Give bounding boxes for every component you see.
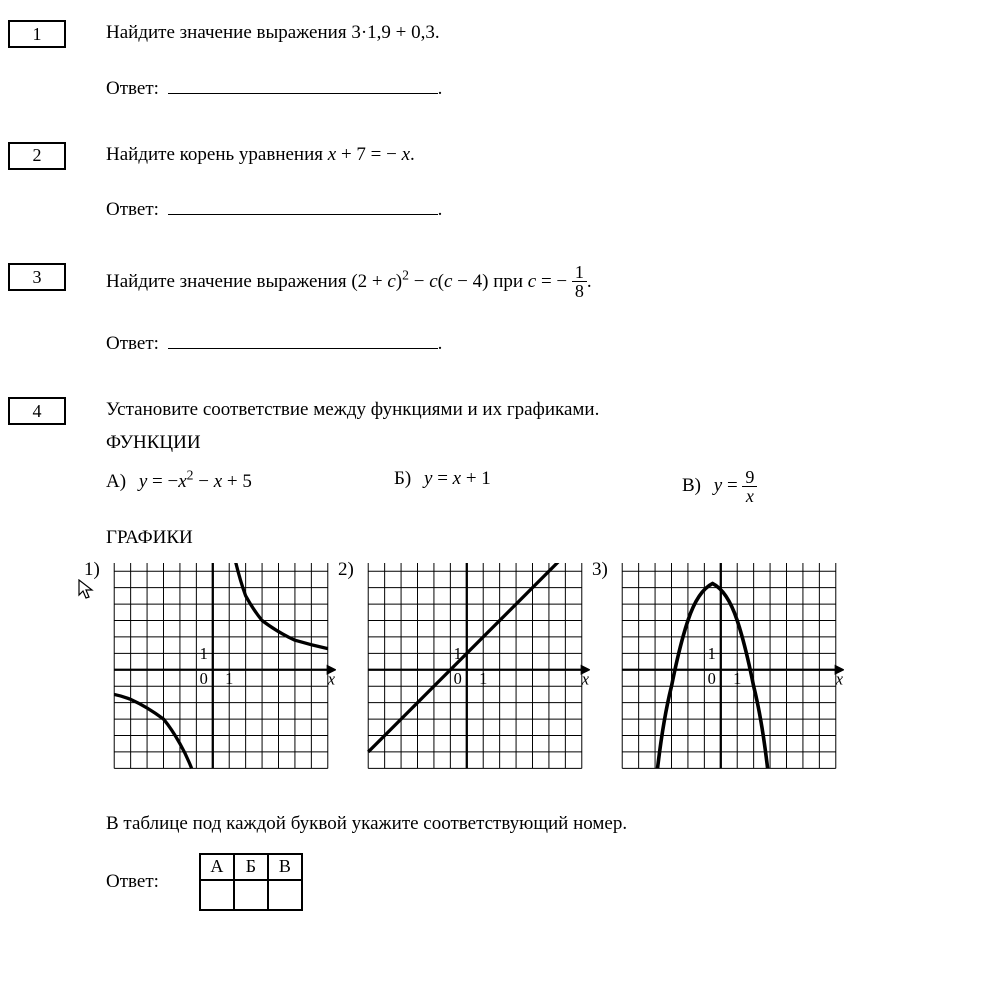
answer-line: Ответ: . <box>106 75 970 100</box>
problem-1: 1 Найдите значение выражения 3·1,9 + 0,3… <box>0 20 1000 124</box>
problem-content: Найдите корень уравнения x + 7 = − x. От… <box>106 142 1000 246</box>
problem-number: 4 <box>33 401 42 422</box>
problem-content: Установите соответствие между функциями … <box>106 397 1000 910</box>
answer-cell-V[interactable] <box>268 880 302 910</box>
table-header-V: В <box>268 854 302 880</box>
problem-number-box: 3 <box>8 263 66 291</box>
answer-label: Ответ: <box>106 871 159 893</box>
graphs-heading: ГРАФИКИ <box>106 527 970 549</box>
answer-blank[interactable] <box>168 196 438 215</box>
prompt: Найдите корень уравнения x + 7 = − x. <box>106 142 970 169</box>
expression: 3·1,9 + 0,3 <box>351 22 435 43</box>
unit-x-label: 1 <box>733 668 741 687</box>
func-label: В) <box>682 475 701 496</box>
at-text: при <box>488 271 527 292</box>
func-label: А) <box>106 471 126 492</box>
grid <box>368 563 582 768</box>
functions-heading: ФУНКЦИИ <box>106 432 970 454</box>
graph-2: 2) 0 1 1 x y <box>360 563 590 793</box>
grid <box>622 563 836 768</box>
problem-number-box: 1 <box>8 20 66 48</box>
problem-3: 3 Найдите значение выражения (2 + c)2 − … <box>0 263 1000 379</box>
cursor-icon <box>78 579 96 601</box>
graph-3: 3) 0 1 1 x y <box>614 563 844 793</box>
unit-x-label: 1 <box>225 668 233 687</box>
graph-1: 1) 0 <box>106 563 336 793</box>
condition: c = − 18 <box>528 271 587 292</box>
func-expr: y = −x2 − x + 5 <box>139 471 252 492</box>
answer-blank[interactable] <box>168 75 438 94</box>
curve-hyperbola <box>114 563 328 768</box>
problem-number: 1 <box>33 24 42 45</box>
table-header-B: Б <box>234 854 268 880</box>
prompt-prefix: Найдите значение выражения <box>106 271 351 292</box>
answer-table: А Б В <box>199 853 303 911</box>
problem-number: 3 <box>33 267 42 288</box>
problem-number-box: 4 <box>8 397 66 425</box>
problem-content: Найдите значение выражения (2 + c)2 − c(… <box>106 263 1000 379</box>
answer-line: Ответ: . <box>106 330 970 355</box>
func-expr: y = x + 1 <box>424 468 491 489</box>
answer-cell-A[interactable] <box>200 880 234 910</box>
problem-number-box: 2 <box>8 142 66 170</box>
table-header-row: А Б В <box>200 854 302 880</box>
prompt-prefix: Найдите корень уравнения <box>106 144 328 165</box>
function-A: А) y = −x2 − x + 5 <box>106 468 394 507</box>
problem-2: 2 Найдите корень уравнения x + 7 = − x. … <box>0 142 1000 246</box>
prompt-suffix: . <box>435 22 440 43</box>
table-header-A: А <box>200 854 234 880</box>
prompt: Найдите значение выражения 3·1,9 + 0,3. <box>106 20 970 47</box>
unit-y-label: 1 <box>454 644 462 663</box>
prompt: Найдите значение выражения (2 + c)2 − c(… <box>106 263 970 302</box>
unit-x-label: 1 <box>479 668 487 687</box>
function-B: Б) y = x + 1 <box>394 468 682 507</box>
graph-3-svg: 0 1 1 x y <box>614 563 844 793</box>
problem-content: Найдите значение выражения 3·1,9 + 0,3. … <box>106 20 1000 124</box>
graph-1-svg: 0 1 1 x y <box>106 563 336 793</box>
answer-label: Ответ: <box>106 199 159 220</box>
answer-label: Ответ: <box>106 333 159 354</box>
unit-y-label: 1 <box>708 644 716 663</box>
answer-label: Ответ: <box>106 78 159 99</box>
prompt-suffix: . <box>410 144 415 165</box>
instruction: В таблице под каждой буквой укажите соот… <box>106 813 970 835</box>
problem-4: 4 Установите соответствие между функциям… <box>0 397 1000 910</box>
prompt: Установите соответствие между функциями … <box>106 397 970 424</box>
x-axis-label: x <box>835 669 844 688</box>
prompt-prefix: Найдите значение выражения <box>106 22 351 43</box>
unit-y-label: 1 <box>200 644 208 663</box>
answer-table-row: Ответ: А Б В <box>106 853 970 911</box>
function-V: В) y = 9x <box>682 468 970 507</box>
graph-label: 2) <box>338 559 354 581</box>
origin-label: 0 <box>708 668 716 687</box>
functions-row: А) y = −x2 − x + 5 Б) y = x + 1 В) y = 9… <box>106 468 970 507</box>
x-axis-label: x <box>581 669 590 688</box>
answer-cell-B[interactable] <box>234 880 268 910</box>
origin-label: 0 <box>200 668 208 687</box>
table-input-row <box>200 880 302 910</box>
graph-label: 1) <box>84 559 100 581</box>
problem-number: 2 <box>33 145 42 166</box>
answer-line: Ответ: . <box>106 196 970 221</box>
expression: (2 + c)2 − c(c − 4) <box>351 271 488 292</box>
answer-blank[interactable] <box>168 330 438 349</box>
prompt-suffix: . <box>587 271 592 292</box>
origin-label: 0 <box>454 668 462 687</box>
graphs-row: 1) 0 <box>106 563 970 793</box>
func-label: Б) <box>394 468 411 489</box>
func-expr: y = 9x <box>714 475 758 496</box>
equation: x + 7 = − x <box>328 144 410 165</box>
graph-label: 3) <box>592 559 608 581</box>
graph-2-svg: 0 1 1 x y <box>360 563 590 793</box>
grid <box>114 563 328 768</box>
x-axis-label: x <box>327 669 336 688</box>
